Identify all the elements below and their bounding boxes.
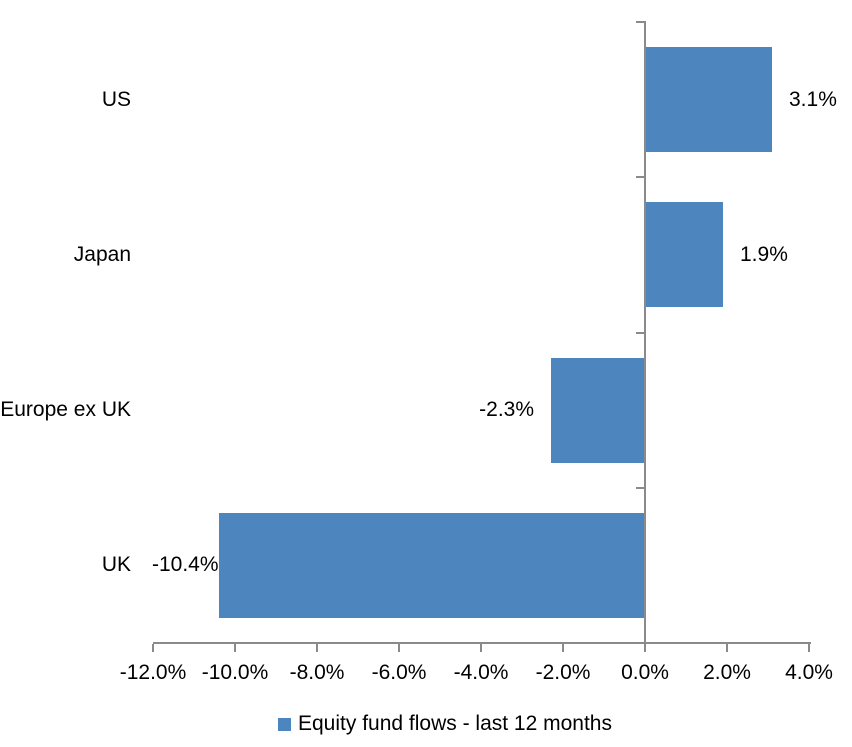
category-label-us: US (101, 88, 131, 111)
legend: Equity fund flows - last 12 months (278, 712, 612, 736)
category-tick (636, 332, 646, 334)
x-tick-label--10-0-: -10.0% (201, 661, 269, 684)
x-tick (726, 644, 728, 652)
category-tick (636, 21, 646, 23)
bar-europe-ex-uk (551, 358, 644, 463)
category-label-japan: Japan (73, 243, 131, 266)
x-tick (480, 644, 482, 652)
x-tick (398, 644, 400, 652)
x-tick-label-0-0-: 0.0% (621, 661, 669, 684)
category-label-europe-ex-uk: Europe ex UK (0, 398, 131, 421)
data-label-europe-ex-uk: -2.3% (479, 398, 534, 421)
x-tick (562, 644, 564, 652)
data-label-uk: -10.4% (152, 553, 219, 576)
category-label-uk: UK (101, 553, 131, 576)
legend-label: Equity fund flows - last 12 months (298, 712, 612, 735)
data-label-japan: 1.9% (740, 243, 788, 266)
x-tick-label-2-0-: 2.0% (703, 661, 751, 684)
x-axis-line (153, 642, 811, 644)
x-tick (808, 644, 810, 652)
legend-color-swatch (278, 717, 291, 731)
x-tick-label--8-0-: -8.0% (289, 661, 345, 684)
bar-japan (646, 202, 723, 307)
data-label-us: 3.1% (789, 88, 837, 111)
x-tick (644, 644, 646, 652)
bar-uk (219, 513, 644, 618)
x-tick-label--4-0-: -4.0% (453, 661, 509, 684)
x-tick-label--12-0-: -12.0% (119, 661, 187, 684)
x-tick-label--2-0-: -2.0% (535, 661, 591, 684)
x-tick (234, 644, 236, 652)
bar-us (646, 47, 772, 152)
x-tick-label-4-0-: 4.0% (785, 661, 833, 684)
x-tick (316, 644, 318, 652)
x-tick-label--6-0-: -6.0% (371, 661, 427, 684)
category-tick (636, 176, 646, 178)
category-tick (636, 487, 646, 489)
x-tick (152, 644, 154, 652)
